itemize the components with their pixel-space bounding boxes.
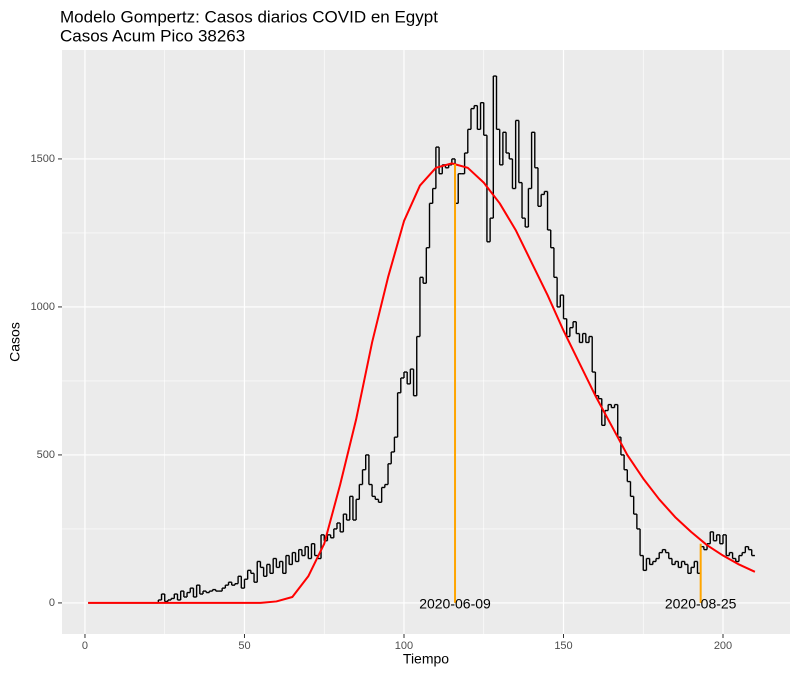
- annotation-label: 2020-06-09: [419, 596, 491, 612]
- y-tick-label: 1500: [31, 153, 55, 165]
- plot-panel: [62, 50, 790, 634]
- x-tick-label: 200: [714, 640, 732, 652]
- x-tick-label: 50: [238, 640, 250, 652]
- grid: [62, 50, 790, 634]
- marks: [88, 75, 756, 604]
- x-tick-label: 150: [554, 640, 572, 652]
- y-tick-label: 0: [49, 597, 55, 609]
- x-axis-label: Tiempo: [403, 651, 449, 667]
- chart-subtitle: Casos Acum Pico 38263: [60, 26, 245, 45]
- x-tick-label: 100: [395, 640, 413, 652]
- y-tick-label: 1000: [31, 301, 55, 313]
- chart-title: Modelo Gompertz: Casos diarios COVID en …: [60, 7, 438, 26]
- x-tick-label: 0: [82, 640, 88, 652]
- fit-line: [88, 162, 756, 604]
- y-axis-label: Casos: [7, 322, 23, 362]
- y-tick-label: 500: [37, 449, 55, 461]
- annotation-label: 2020-08-25: [665, 596, 737, 612]
